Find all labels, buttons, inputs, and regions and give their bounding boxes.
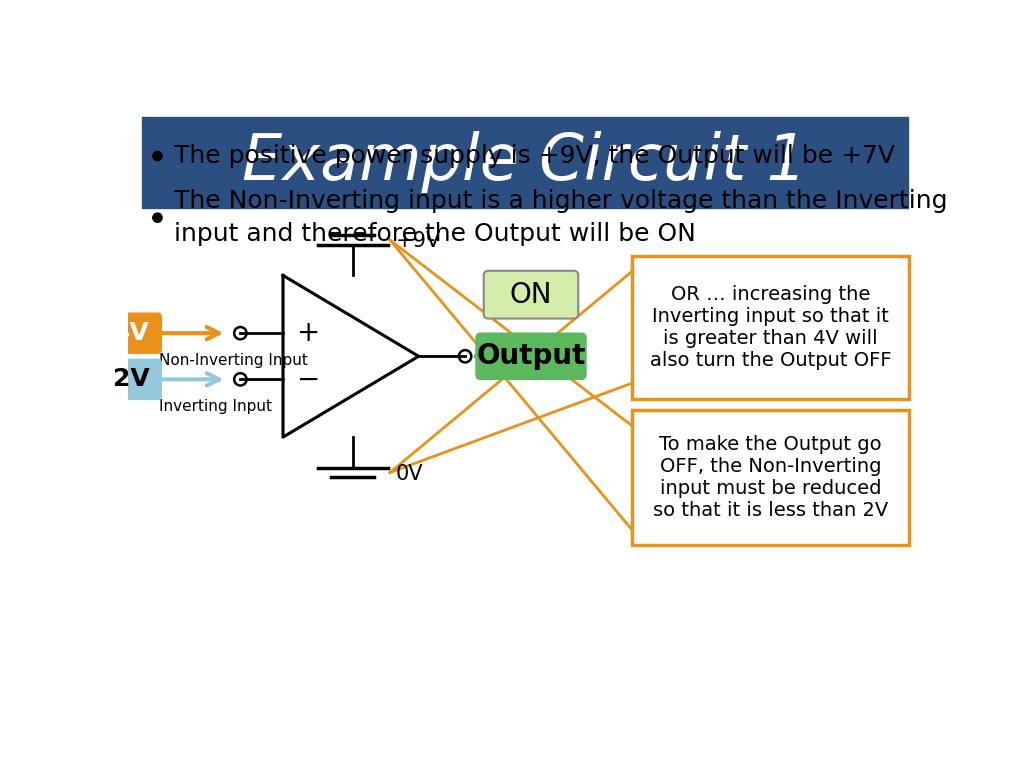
- FancyBboxPatch shape: [632, 257, 909, 399]
- Text: OR … increasing the
Inverting input so that it
is greater than 4V will
also turn: OR … increasing the Inverting input so t…: [649, 285, 891, 370]
- Circle shape: [153, 151, 162, 161]
- Text: The positive power supply is +9V, the Output will be +7V: The positive power supply is +9V, the Ou…: [174, 144, 896, 168]
- Text: Inverting Input: Inverting Input: [159, 399, 272, 414]
- Text: The Non-Inverting input is a higher voltage than the Inverting
input and therefo: The Non-Inverting input is a higher volt…: [174, 189, 948, 247]
- Text: Output: Output: [476, 343, 586, 370]
- FancyBboxPatch shape: [142, 117, 907, 207]
- Text: +9V: +9V: [395, 230, 440, 251]
- Text: To make the Output go
OFF, the Non-Inverting
input must be reduced
so that it is: To make the Output go OFF, the Non-Inver…: [653, 435, 888, 520]
- Text: 2V: 2V: [113, 367, 150, 392]
- Text: 0V: 0V: [395, 464, 423, 484]
- FancyBboxPatch shape: [101, 313, 162, 353]
- Circle shape: [153, 213, 162, 222]
- Text: Example Circuit 1: Example Circuit 1: [243, 131, 807, 194]
- Text: 4V: 4V: [113, 321, 150, 345]
- Text: ON: ON: [510, 280, 552, 309]
- FancyBboxPatch shape: [632, 410, 909, 545]
- Text: Non-Inverting Input: Non-Inverting Input: [159, 353, 308, 368]
- FancyBboxPatch shape: [476, 333, 586, 379]
- FancyBboxPatch shape: [101, 359, 162, 399]
- FancyBboxPatch shape: [483, 271, 579, 319]
- Text: −: −: [297, 366, 321, 393]
- Text: +: +: [297, 319, 321, 347]
